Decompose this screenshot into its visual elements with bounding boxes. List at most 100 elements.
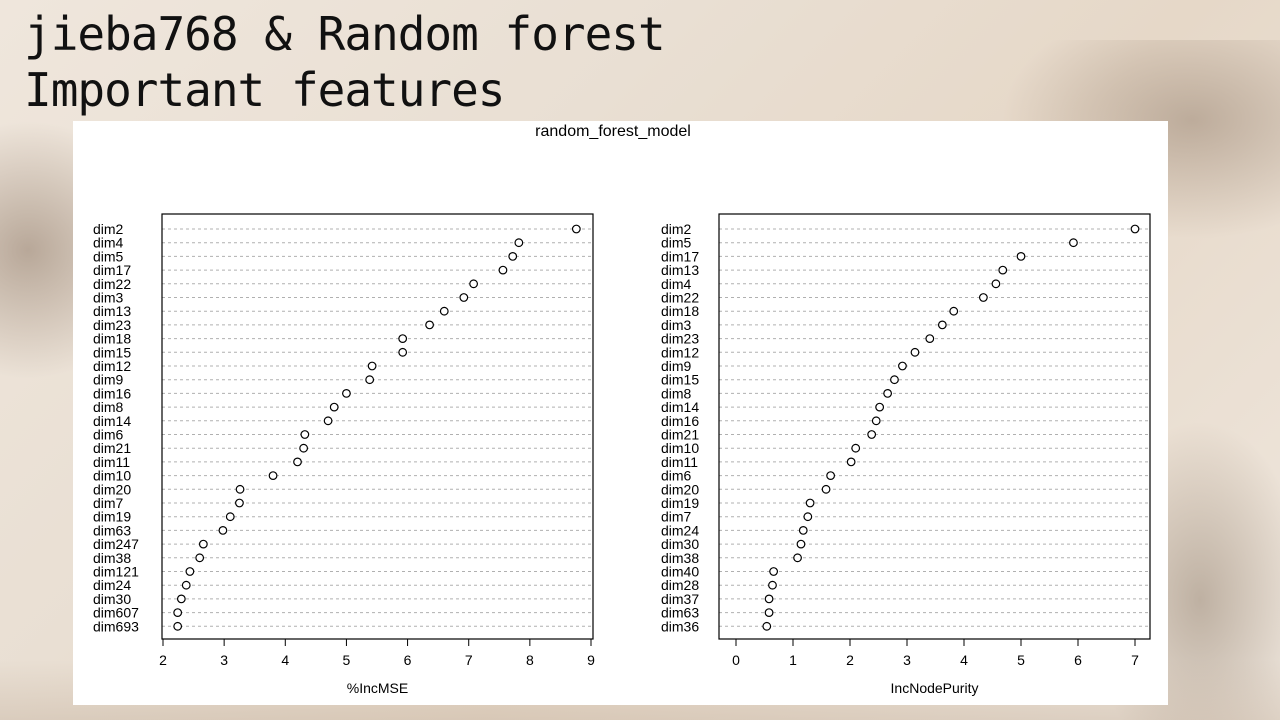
feature-label: dim22 (93, 276, 131, 292)
importance-point (195, 553, 205, 563)
feature-label: dim16 (93, 385, 131, 401)
feature-label: dim18 (661, 303, 699, 319)
feature-label: dim63 (93, 522, 131, 538)
feature-label: dim36 (661, 618, 699, 634)
importance-point (883, 389, 893, 398)
importance-point (764, 594, 774, 604)
feature-label: dim8 (661, 385, 692, 401)
importance-point (803, 512, 813, 522)
feature-label: dim63 (661, 605, 699, 621)
feature-label: dim11 (661, 454, 698, 470)
importance-point (949, 306, 959, 316)
importance-point (910, 347, 920, 357)
plot-frame (161, 213, 594, 640)
feature-label: dim24 (661, 522, 699, 538)
feature-label: dim23 (93, 317, 131, 333)
importance-point (875, 402, 885, 412)
importance-point (235, 484, 245, 494)
importance-point (459, 293, 469, 302)
x-tick-label: 8 (526, 652, 534, 668)
importance-point (365, 375, 375, 385)
importance-point (225, 512, 235, 522)
x-tick-label: 4 (960, 652, 968, 668)
importance-point (1016, 251, 1026, 261)
importance-point (439, 306, 449, 316)
feature-label: dim2 (93, 221, 124, 237)
feature-label: dim40 (661, 564, 699, 580)
feature-label: dim693 (93, 618, 139, 634)
importance-point (1069, 238, 1078, 248)
x-axis-label: %IncMSE (347, 680, 408, 696)
feature-label: dim10 (93, 468, 131, 484)
feature-label: dim24 (93, 577, 131, 593)
feature-label: dim11 (93, 454, 130, 470)
importance-point (762, 621, 772, 631)
importance-point (998, 265, 1008, 275)
feature-label: dim7 (661, 509, 692, 525)
feature-label: dim28 (661, 577, 699, 593)
feature-label: dim5 (93, 248, 124, 264)
x-tick-label: 5 (1017, 652, 1025, 668)
feature-label: dim14 (661, 399, 699, 415)
importance-point (299, 443, 309, 453)
importance-point (398, 347, 408, 357)
importance-point (398, 334, 408, 344)
importance-point (851, 443, 861, 453)
feature-label: dim19 (93, 509, 131, 525)
feature-label: dim9 (661, 358, 692, 374)
feature-label: dim3 (661, 317, 692, 333)
feature-label: dim13 (661, 262, 699, 278)
x-tick-label: 9 (587, 652, 595, 668)
feature-label: dim4 (661, 276, 692, 292)
feature-label: dim12 (661, 344, 699, 360)
feature-label: dim12 (93, 358, 131, 374)
importance-point (185, 567, 195, 576)
slide-title-line1: jieba768 & Random forest (24, 7, 666, 61)
importance-point (329, 402, 339, 412)
importance-point (768, 580, 777, 590)
importance-chart: random_forest_model dim2dim4dim5dim17dim… (93, 123, 1151, 696)
importance-point (796, 539, 806, 549)
importance-point (793, 553, 802, 563)
x-tick-label: 3 (220, 652, 228, 668)
feature-label: dim3 (93, 290, 124, 306)
node-purity-panel: dim2dim5dim17dim13dim4dim22dim18dim3dim2… (661, 213, 1151, 696)
feature-label: dim6 (93, 427, 124, 443)
feature-label: dim30 (661, 536, 699, 552)
x-tick-label: 2 (159, 652, 167, 668)
importance-point (991, 279, 1001, 289)
importance-point (769, 567, 779, 576)
importance-point (846, 457, 856, 467)
feature-label: dim10 (661, 440, 699, 456)
feature-label: dim17 (661, 248, 699, 264)
plot-frame (718, 213, 1151, 640)
x-tick-label: 6 (404, 652, 412, 668)
importance-point (1130, 224, 1140, 234)
feature-label: dim23 (661, 331, 699, 347)
feature-label: dim18 (93, 331, 131, 347)
feature-label: dim21 (661, 427, 699, 443)
feature-label: dim20 (93, 481, 131, 497)
mse-panel: dim2dim4dim5dim17dim22dim3dim13dim23dim1… (93, 213, 595, 696)
importance-point (469, 279, 479, 289)
feature-label: dim2 (661, 221, 692, 237)
feature-label: dim7 (93, 495, 124, 511)
importance-point (293, 457, 302, 467)
feature-label: dim38 (93, 550, 131, 566)
importance-point (235, 498, 244, 508)
importance-point (425, 320, 434, 330)
importance-point (805, 498, 815, 508)
importance-point (925, 334, 935, 344)
feature-label: dim121 (93, 564, 139, 580)
feature-label: dim247 (93, 536, 139, 552)
feature-label: dim8 (93, 399, 124, 415)
x-tick-label: 3 (903, 652, 911, 668)
x-tick-label: 6 (1074, 652, 1082, 668)
x-tick-label: 1 (789, 652, 797, 668)
feature-label: dim15 (661, 372, 699, 388)
importance-point (367, 361, 377, 371)
x-axis-label: IncNodePurity (891, 680, 979, 696)
feature-label: dim30 (93, 591, 131, 607)
importance-point (268, 471, 278, 481)
importance-point (937, 320, 947, 330)
